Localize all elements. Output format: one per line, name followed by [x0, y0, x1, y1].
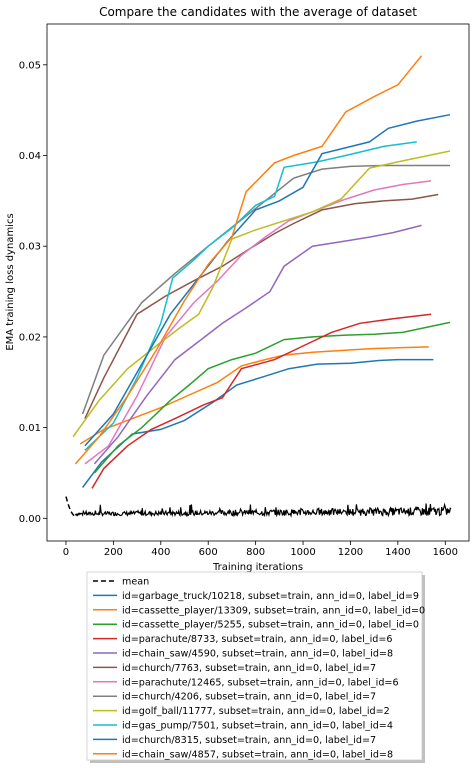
x-axis: 0 200 400 600 800 1000 1200 1400 1600 [63, 541, 458, 558]
plot-frame [46, 23, 470, 542]
series-line-11 [84, 113, 451, 447]
series-line-9 [72, 150, 451, 438]
legend-label: id=parachute/12465, subset=train, ann_id… [122, 677, 399, 688]
x-tick-label: 1000 [290, 547, 315, 558]
x-tick-label: 200 [104, 547, 123, 558]
y-tick-label: 0.01 [19, 423, 41, 434]
y-axis-label: EMA training loss dynamics [5, 213, 16, 350]
series-line-0 [65, 496, 76, 518]
y-tick-label: 0.00 [19, 514, 41, 525]
legend-label: id=cassette_player/5255, subset=train, a… [122, 620, 419, 631]
y-tick-label: 0.05 [19, 60, 41, 71]
y-tick-label: 0.03 [19, 242, 41, 253]
legend-label: id=chain_saw/4590, subset=train, ann_id=… [122, 649, 393, 660]
legend-label: id=cassette_player/13309, subset=train, … [122, 605, 425, 616]
legend-label: id=gas_pump/7501, subset=train, ann_id=0… [122, 721, 393, 732]
x-tick-label: 400 [151, 547, 170, 558]
x-tick-label: 1600 [433, 547, 458, 558]
x-tick-label: 600 [199, 547, 218, 558]
legend-label: id=church/7763, subset=train, ann_id=0, … [122, 663, 376, 674]
legend-label: id=church/4206, subset=train, ann_id=0, … [122, 692, 376, 703]
legend: mean id=garbage_truck/10218, subset=train… [86, 571, 425, 763]
series-line-3 [93, 321, 451, 474]
x-tick-label: 1200 [338, 547, 363, 558]
x-tick-label: 1400 [385, 547, 410, 558]
series-line-7 [84, 180, 432, 465]
series-line-12 [74, 55, 423, 465]
legend-label: id=garbage_truck/10218, subset=train, an… [122, 591, 419, 602]
x-axis-label: Training iterations [212, 562, 303, 573]
y-tick-label: 0.04 [19, 151, 41, 162]
y-axis: 0.00 0.01 0.02 0.03 0.04 0.05 [19, 60, 47, 525]
legend-box [86, 571, 423, 761]
series-lines [65, 55, 451, 518]
mean-noise-line [74, 502, 452, 518]
legend-items: mean id=garbage_truck/10218, subset=train… [93, 577, 425, 760]
y-tick-label: 0.02 [19, 332, 41, 343]
legend-label: mean [122, 577, 149, 588]
series-line-6 [84, 193, 439, 419]
chart-title: Compare the candidates with the average … [99, 5, 417, 19]
series-line-5 [93, 224, 422, 465]
legend-label: id=church/8315, subset=train, ann_id=0, … [122, 735, 376, 746]
series-line-1 [81, 358, 434, 488]
series-line-2 [79, 346, 429, 445]
mean-noise-trace [74, 502, 452, 518]
legend-label: id=chain_saw/4857, subset=train, ann_id=… [122, 749, 393, 760]
x-tick-label: 800 [246, 547, 265, 558]
plot-area: 0 200 400 600 800 1000 1200 1400 1600 0.000.010.… [19, 23, 470, 558]
x-tick-label: 0 [63, 547, 69, 558]
legend-label: id=golf_ball/11777, subset=train, ann_id… [122, 706, 390, 717]
series-line-4 [91, 313, 432, 489]
legend-label: id=parachute/8733, subset=train, ann_id=… [122, 634, 392, 645]
